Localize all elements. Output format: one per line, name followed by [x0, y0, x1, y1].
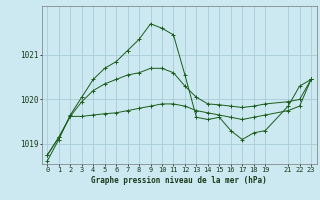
X-axis label: Graphe pression niveau de la mer (hPa): Graphe pression niveau de la mer (hPa) [91, 176, 267, 185]
